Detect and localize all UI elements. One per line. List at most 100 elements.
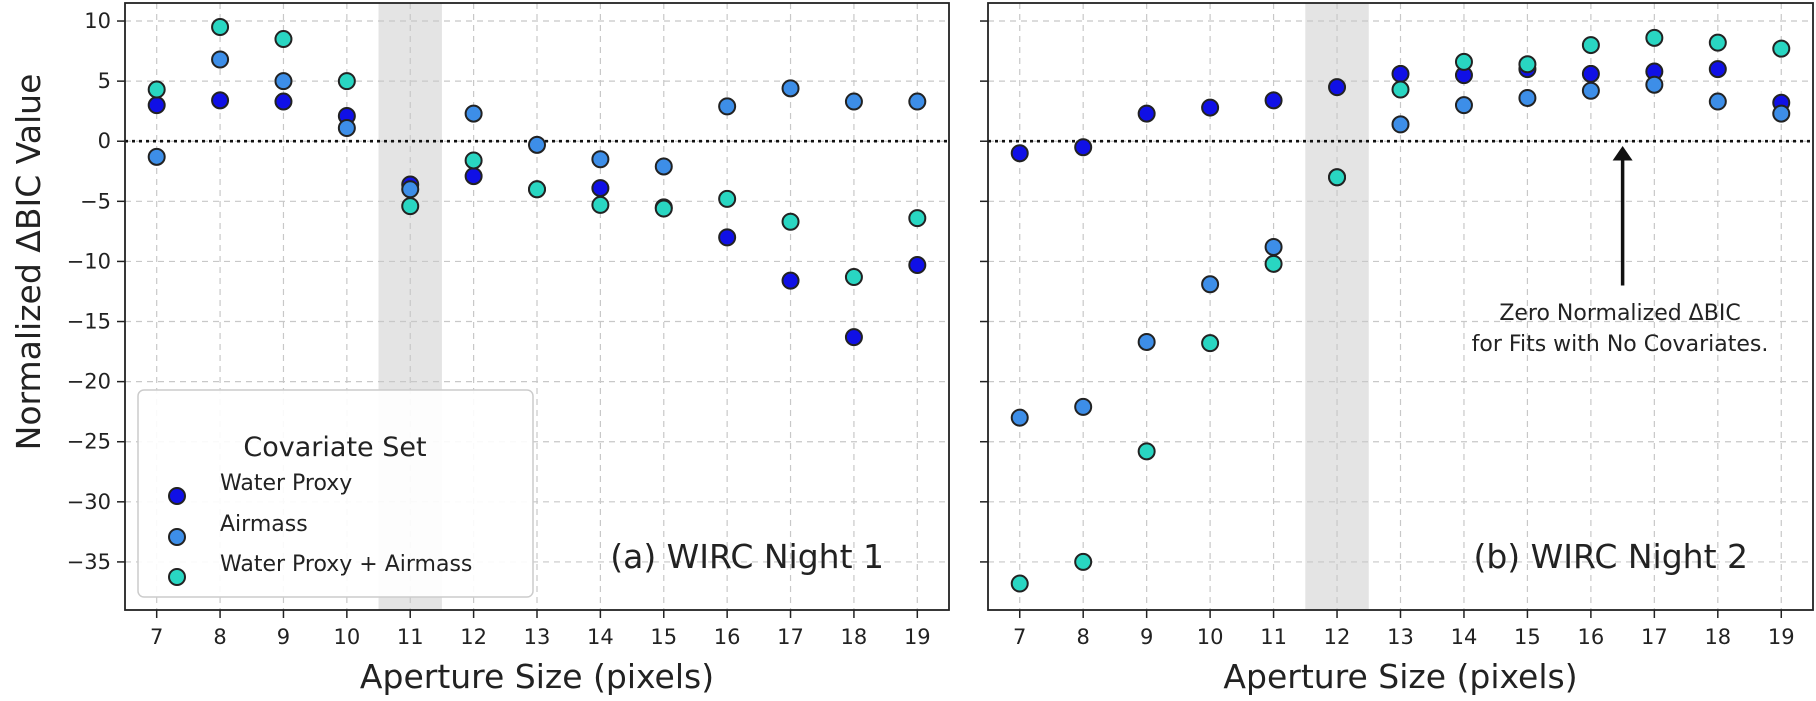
data-point — [1012, 410, 1028, 426]
legend: Covariate Set Water Proxy Airmass Water Pro… — [138, 390, 533, 597]
data-point — [1266, 92, 1282, 108]
data-point — [149, 82, 165, 98]
data-point — [212, 51, 228, 67]
data-point — [1202, 276, 1218, 292]
panel-b: 7 8 9 10 11 12 13 14 15 16 17 18 19 Aperture Size (pi… — [980, 3, 1813, 696]
data-point — [1139, 106, 1155, 122]
x-tick-label: 15 — [650, 625, 677, 649]
x-tick-label: 10 — [1197, 625, 1224, 649]
data-point — [402, 198, 418, 214]
legend-marker — [169, 488, 185, 504]
data-point — [592, 180, 608, 196]
data-point — [592, 197, 608, 213]
data-point — [1456, 97, 1472, 113]
data-point — [783, 273, 799, 289]
annotation-arrow-head — [1613, 146, 1633, 160]
data-point — [212, 19, 228, 35]
x-tick-label: 18 — [1704, 625, 1731, 649]
data-point — [783, 214, 799, 230]
legend-label: Water Proxy + Airmass — [220, 552, 472, 577]
legend-marker — [169, 569, 185, 585]
data-point — [783, 80, 799, 96]
data-point — [149, 149, 165, 165]
data-point — [1139, 443, 1155, 459]
panel-label: (b) WIRC Night 2 — [1473, 537, 1748, 576]
data-point — [402, 181, 418, 197]
data-point — [1012, 145, 1028, 161]
x-tick-label: 8 — [1077, 625, 1090, 649]
y-tick-label: 10 — [84, 9, 111, 33]
data-point — [466, 152, 482, 168]
data-point — [1456, 54, 1472, 70]
data-point — [1583, 37, 1599, 53]
data-point — [1710, 35, 1726, 51]
data-point — [1583, 83, 1599, 99]
data-point — [275, 31, 291, 47]
data-point — [719, 191, 735, 207]
data-point — [466, 168, 482, 184]
y-tick-label: −15 — [67, 310, 111, 334]
panel-label: (a) WIRC Night 1 — [610, 537, 884, 576]
data-point — [1393, 82, 1409, 98]
x-tick-label: 17 — [777, 625, 804, 649]
data-point — [1393, 66, 1409, 82]
data-point — [1202, 100, 1218, 116]
data-point — [1710, 61, 1726, 77]
y-axis-label: Normalized ΔBIC Value — [9, 74, 48, 451]
annotation-line-2: for Fits with No Covariates. — [1472, 332, 1769, 357]
x-tick-label: 8 — [213, 625, 226, 649]
data-point — [529, 137, 545, 153]
data-point — [1075, 399, 1091, 415]
x-tick-label: 7 — [150, 625, 163, 649]
data-point — [1519, 90, 1535, 106]
data-point — [846, 94, 862, 110]
data-point — [339, 73, 355, 89]
data-point — [149, 97, 165, 113]
y-tick-label: −5 — [80, 189, 111, 213]
y-tick-label: −35 — [67, 550, 111, 574]
data-point — [846, 269, 862, 285]
y-tick-label: −20 — [67, 370, 111, 394]
data-point — [1075, 554, 1091, 570]
data-point — [592, 151, 608, 167]
x-tick-label: 11 — [1260, 625, 1287, 649]
x-tick-label: 16 — [714, 625, 741, 649]
data-point — [656, 201, 672, 217]
x-tick-label: 17 — [1641, 625, 1668, 649]
legend-label: Airmass — [220, 512, 308, 537]
data-point — [1202, 335, 1218, 351]
x-tick-label: 18 — [841, 625, 868, 649]
data-point — [529, 181, 545, 197]
x-tick-label: 13 — [1387, 625, 1414, 649]
y-tick-label: −25 — [67, 430, 111, 454]
annotation-line-1: Zero Normalized ΔBIC — [1499, 301, 1740, 326]
data-point — [1329, 79, 1345, 95]
data-point — [1583, 66, 1599, 82]
y-tick-label: −10 — [67, 249, 111, 273]
y-tick-label: −30 — [67, 490, 111, 514]
data-point — [275, 73, 291, 89]
legend-label: Water Proxy — [220, 471, 352, 496]
panel-a: 7 8 9 10 11 12 13 14 15 16 17 18 19 10 5 0 −5 −10 −15 −20 −2… — [67, 3, 949, 696]
data-point — [1646, 30, 1662, 46]
data-point — [1139, 334, 1155, 350]
data-point — [1266, 256, 1282, 272]
data-point — [1646, 77, 1662, 93]
x-tick-label: 12 — [460, 625, 487, 649]
x-axis-label: Aperture Size (pixels) — [360, 657, 714, 696]
data-point — [1519, 56, 1535, 72]
legend-title: Covariate Set — [243, 432, 426, 463]
data-point — [1075, 139, 1091, 155]
data-point — [656, 158, 672, 174]
x-tick-label: 16 — [1578, 625, 1605, 649]
data-point — [719, 229, 735, 245]
data-point — [1393, 116, 1409, 132]
x-tick-label: 10 — [333, 625, 360, 649]
data-point — [212, 92, 228, 108]
data-point — [466, 106, 482, 122]
x-tick-label: 12 — [1324, 625, 1351, 649]
data-point — [1012, 576, 1028, 592]
x-tick-label: 9 — [277, 625, 290, 649]
x-tick-label: 11 — [397, 625, 424, 649]
